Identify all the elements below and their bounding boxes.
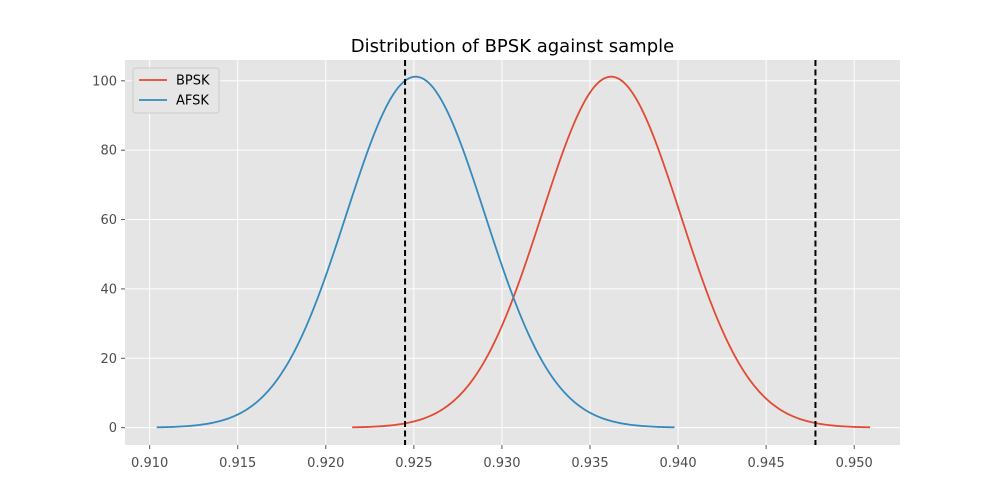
x-tick-label: 0.945 — [748, 456, 785, 471]
y-tick-label: 20 — [100, 352, 117, 367]
legend-label-afsk: AFSK — [176, 94, 209, 109]
series-line-afsk — [156, 75, 675, 429]
x-tick-label: 0.930 — [483, 456, 520, 471]
y-tick-label: 100 — [92, 74, 117, 89]
x-tick-label: 0.935 — [571, 456, 608, 471]
axes: 0.910 0.915 0.920 0.925 0.930 0.935 0.940 0.945… — [92, 74, 873, 471]
x-tick-label: 0.940 — [659, 456, 696, 471]
legend: BPSK AFSK — [132, 67, 220, 114]
x-tick-label: 0.950 — [836, 456, 873, 471]
y-tick-label: 60 — [100, 213, 117, 228]
x-tick-label: 0.920 — [307, 456, 344, 471]
y-tick-label: 40 — [100, 282, 117, 297]
y-tick-label: 0 — [109, 421, 117, 436]
reference-lines — [404, 60, 817, 445]
legend-label-bpsk: BPSK — [176, 74, 210, 89]
y-tick-label: 80 — [100, 144, 117, 159]
x-tick-label: 0.925 — [395, 456, 432, 471]
x-tick-label: 0.915 — [219, 456, 256, 471]
grid-lines — [125, 60, 900, 445]
chart-title: Distribution of BPSK against sample — [351, 36, 674, 57]
plot-area — [125, 60, 900, 445]
series-lines — [156, 75, 871, 429]
x-tick-label: 0.910 — [131, 456, 168, 471]
series-line-bpsk — [352, 75, 871, 429]
